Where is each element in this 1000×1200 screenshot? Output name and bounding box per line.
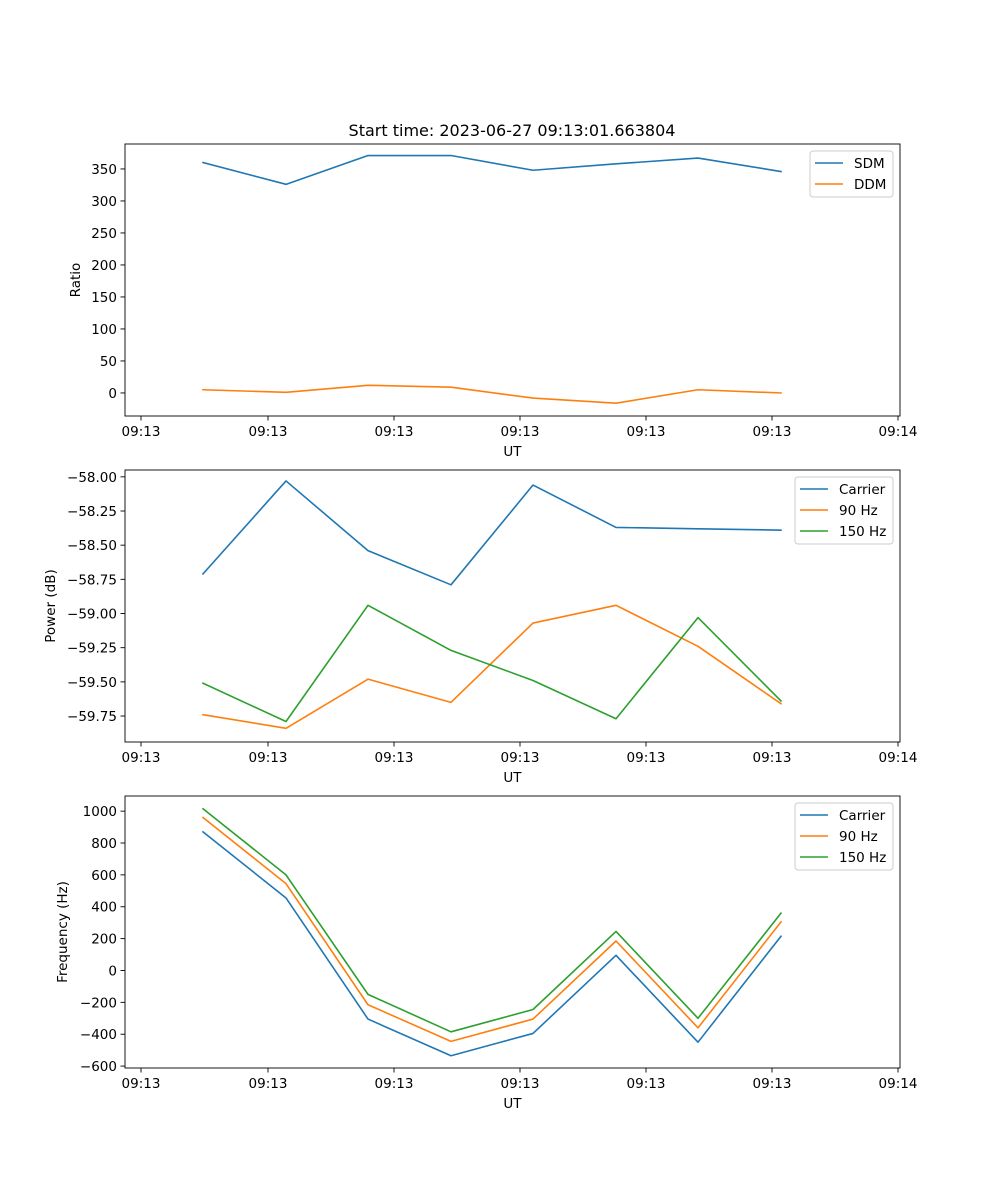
x-axis-label: UT [503, 444, 522, 460]
legend-label: 90 Hz [839, 503, 878, 519]
figure-title: Start time: 2023-06-27 09:13:01.663804 [349, 121, 676, 140]
y-tick-label: −58.00 [67, 470, 117, 486]
series-line-150-hz [201, 604, 783, 723]
y-tick-label: 800 [91, 836, 117, 852]
axes-frame [124, 795, 901, 1069]
y-tick-label: −59.25 [67, 641, 117, 657]
y-tick-label: −59.00 [67, 607, 117, 623]
y-tick-label: 0 [108, 386, 117, 402]
series-line-150-hz [201, 807, 783, 1033]
x-tick-label: 09:13 [375, 750, 414, 766]
x-tick-label: 09:13 [122, 1076, 161, 1092]
legend: Carrier 90 Hz 150 Hz [794, 476, 894, 545]
x-tick-label: 09:13 [249, 424, 288, 440]
y-tick-label: 1000 [83, 804, 117, 820]
x-axis-label: UT [503, 770, 522, 786]
x-tick-label: 09:13 [753, 750, 792, 766]
y-tick-label: 250 [91, 226, 117, 242]
legend-label: 150 Hz [839, 850, 886, 866]
y-tick-label: −600 [80, 1059, 117, 1075]
x-tick-label: 09:13 [627, 1076, 666, 1092]
legend-label: 150 Hz [839, 524, 886, 540]
series-line-90-hz [201, 816, 783, 1043]
subplot-2: 09:13 09:13 09:13 09:13 09:13 09:13 09:14 UT −58… [43, 469, 918, 786]
axes-frame [124, 143, 901, 417]
subplot-3: 09:13 09:13 09:13 09:13 09:13 09:13 09:14 UT −60… [55, 795, 918, 1112]
legend-frame [794, 476, 894, 545]
legend-label: SDM [854, 156, 885, 172]
x-tick-label: 09:13 [501, 1076, 540, 1092]
x-tick-label: 09:13 [501, 750, 540, 766]
legend-frame [794, 802, 894, 871]
y-axis-label: Ratio [68, 263, 84, 298]
x-tick-label: 09:13 [122, 750, 161, 766]
subplots: 09:13 09:13 09:13 09:13 09:13 09:13 09:14 UT 0 50… [43, 143, 918, 1112]
x-tick-label: 09:13 [753, 424, 792, 440]
series-line-sdm [202, 154, 782, 186]
y-tick-label: −58.25 [67, 504, 117, 520]
legend-label: Carrier [839, 482, 886, 498]
legend-label: Carrier [839, 808, 886, 824]
axes-frame [124, 469, 901, 743]
x-tick-label: 09:13 [249, 750, 288, 766]
x-tick-label: 09:14 [879, 424, 918, 440]
x-tick-label: 09:13 [375, 1076, 414, 1092]
y-tick-label: −59.75 [67, 709, 117, 725]
y-tick-label: 200 [91, 258, 117, 274]
y-tick-label: 200 [91, 932, 117, 948]
legend-label: 90 Hz [839, 829, 878, 845]
x-axis-label: UT [503, 1096, 522, 1112]
subplot-1: 09:13 09:13 09:13 09:13 09:13 09:13 09:14 UT 0 50… [68, 143, 918, 460]
x-tick-label: 09:13 [375, 424, 414, 440]
y-tick-label: −58.50 [67, 538, 117, 554]
y-tick-label: 300 [91, 194, 117, 210]
x-tick-label: 09:14 [879, 750, 918, 766]
y-tick-label: 100 [91, 322, 117, 338]
series-line-90-hz [202, 604, 783, 730]
y-tick-label: 0 [108, 963, 117, 979]
legend: SDM DDM [809, 150, 894, 198]
y-tick-label: −59.50 [67, 675, 117, 691]
series-line-ddm [202, 384, 782, 405]
x-tick-label: 09:13 [249, 1076, 288, 1092]
x-tick-label: 09:13 [753, 1076, 792, 1092]
y-tick-label: −200 [80, 995, 117, 1011]
legend: Carrier 90 Hz 150 Hz [794, 802, 894, 871]
y-tick-label: −58.75 [67, 572, 117, 588]
y-tick-label: 600 [91, 868, 117, 884]
series-line-carrier [201, 480, 782, 586]
y-axis-label: Power (dB) [43, 569, 59, 642]
x-tick-label: 09:14 [879, 1076, 918, 1092]
y-axis-label: Frequency (Hz) [55, 881, 71, 983]
y-tick-label: 150 [91, 290, 117, 306]
legend-label: DDM [854, 177, 886, 193]
y-tick-label: 50 [100, 354, 117, 370]
x-tick-label: 09:13 [122, 424, 161, 440]
y-tick-label: 350 [91, 162, 117, 178]
series-line-carrier [201, 830, 783, 1057]
x-tick-label: 09:13 [627, 750, 666, 766]
y-tick-label: 400 [91, 900, 117, 916]
x-tick-label: 09:13 [501, 424, 540, 440]
x-tick-label: 09:13 [627, 424, 666, 440]
y-tick-label: −400 [80, 1027, 117, 1043]
